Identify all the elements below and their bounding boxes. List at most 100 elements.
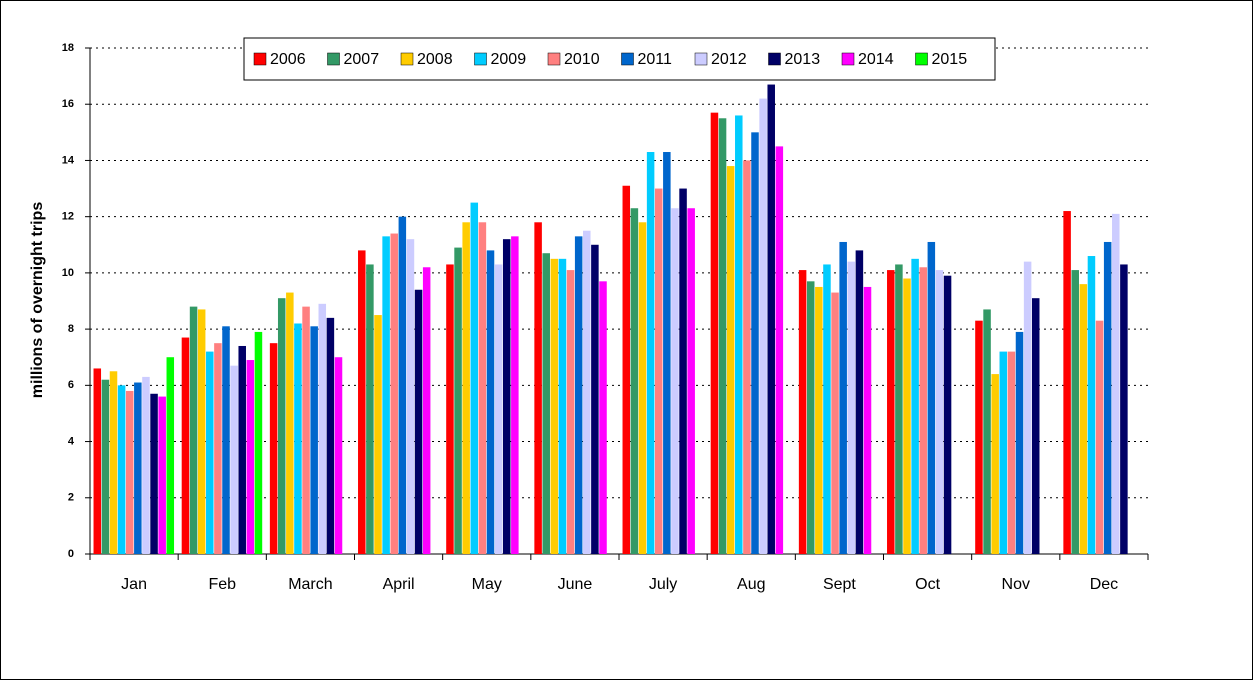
bar: [975, 320, 983, 554]
bar: [983, 309, 991, 554]
bar: [318, 303, 327, 554]
bar: [927, 241, 936, 554]
x-tick-label: Dec: [1090, 576, 1118, 593]
bar: [1120, 264, 1128, 554]
bar: [943, 275, 952, 554]
legend-label: 2006: [270, 51, 306, 68]
bar: [117, 385, 126, 554]
bar: [679, 188, 687, 555]
legend-swatch: [841, 52, 855, 66]
bar: [638, 222, 647, 555]
bar: [181, 337, 190, 554]
x-tick-label: Sept: [823, 576, 856, 593]
bar: [189, 306, 198, 554]
bar: [574, 236, 583, 554]
bar: [759, 98, 767, 554]
legend-label: 2011: [638, 51, 673, 68]
bar: [831, 292, 839, 554]
bar: [1071, 270, 1079, 554]
bar: [134, 382, 142, 554]
x-tick-label: June: [558, 576, 593, 593]
bar: [566, 270, 575, 554]
bar: [302, 306, 310, 554]
x-tick-label: Aug: [737, 576, 765, 593]
bar: [558, 258, 567, 554]
bar: [93, 368, 102, 554]
bar: [334, 357, 343, 554]
bar: [269, 343, 278, 554]
bar: [534, 222, 542, 555]
bar: [895, 264, 903, 554]
bar: [823, 264, 831, 554]
bar: [847, 261, 856, 554]
bar: [735, 115, 743, 554]
bar: [246, 360, 255, 554]
bar: [815, 286, 823, 554]
bar: [630, 208, 639, 554]
legend-label: 2008: [417, 51, 453, 68]
legend-label: 2013: [785, 51, 821, 68]
bar: [743, 160, 751, 554]
bar: [999, 351, 1008, 554]
y-tick-label: 14: [62, 154, 75, 166]
bar: [1023, 261, 1032, 554]
bar: [671, 208, 679, 554]
bar: [454, 247, 462, 555]
bar: [863, 286, 872, 554]
bar: [583, 230, 591, 554]
bar: [663, 152, 671, 554]
bar: [406, 239, 415, 554]
bar: [326, 317, 335, 554]
bar: [125, 390, 134, 554]
bar: [622, 185, 631, 554]
bar: [687, 208, 695, 554]
legend-label: 2009: [491, 51, 527, 68]
bar: [1112, 213, 1120, 554]
bar: [599, 281, 607, 554]
y-tick-label: 6: [68, 379, 74, 391]
bar: [1095, 320, 1104, 554]
bar: [1015, 331, 1024, 554]
x-tick-label: May: [472, 576, 502, 593]
y-tick-label: 18: [62, 42, 74, 54]
bar: [390, 233, 398, 555]
y-tick-label: 12: [62, 211, 74, 223]
bar: [1007, 351, 1016, 554]
bar: [422, 267, 431, 554]
bar: [911, 258, 919, 554]
legend-swatch: [327, 52, 340, 66]
bar: [935, 270, 944, 554]
bar: [718, 118, 727, 555]
bar: [150, 393, 158, 554]
bar: [710, 112, 719, 555]
y-tick-label: 8: [68, 323, 74, 335]
bar: [470, 202, 479, 554]
bar: [1087, 256, 1096, 554]
bar: [511, 236, 519, 554]
bar: [286, 292, 294, 554]
bar: [109, 371, 118, 554]
bar: [1031, 298, 1040, 554]
x-tick-label: March: [288, 576, 332, 593]
bar: [214, 343, 222, 554]
legend-swatch: [621, 52, 634, 66]
y-axis-label: millions of overnight trips: [29, 202, 46, 399]
bar: [238, 345, 246, 554]
bar: [839, 241, 847, 554]
bar: [775, 146, 784, 554]
bar: [462, 222, 470, 555]
legend-swatch: [474, 52, 487, 66]
bar: [254, 331, 263, 554]
bar: [166, 357, 175, 554]
x-tick-label: April: [383, 576, 415, 593]
bar: [486, 250, 495, 554]
bar: [277, 298, 286, 554]
legend-swatch: [768, 52, 781, 66]
legend-label: 2010: [564, 51, 600, 68]
bar: [767, 84, 775, 555]
x-tick-label: July: [649, 576, 677, 593]
y-tick-label: 4: [68, 435, 75, 447]
bar: [158, 396, 166, 554]
bar: [206, 351, 214, 554]
